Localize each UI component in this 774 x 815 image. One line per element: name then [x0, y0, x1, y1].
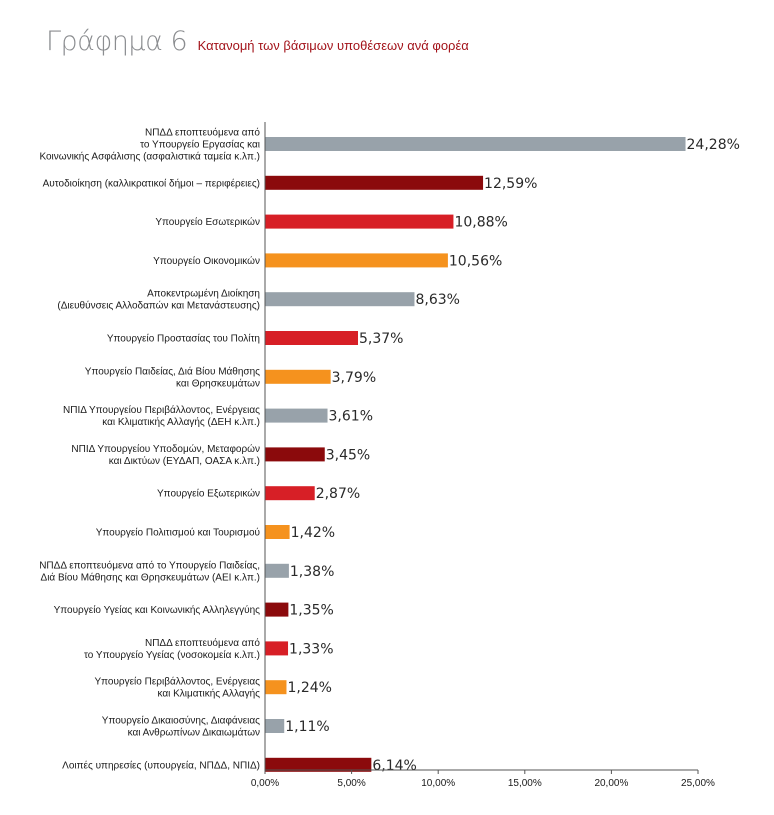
x-tick-label: 25,00%	[681, 778, 715, 789]
bar	[265, 447, 325, 462]
bar	[265, 641, 289, 656]
bar	[265, 408, 328, 423]
category-label-line: Λοιπές υπηρεσίες (υπουργεία, ΝΠΔΔ, ΝΠΙΔ)	[62, 759, 260, 771]
bar	[265, 486, 315, 501]
x-tick-label: 0,00%	[251, 778, 279, 789]
chart-subtitle: Κατανομή των βάσιμων υποθέσεων ανά φορέα	[197, 38, 469, 53]
category-label-line: Υπουργείο Πολιτισμού και Τουρισμού	[96, 527, 260, 539]
value-label: 1,11%	[285, 719, 329, 735]
category-label: Υπουργείο Δικαιοσύνης, Διαφάνειας και Ανθ…	[102, 715, 260, 739]
x-tick-label: 10,00%	[421, 778, 455, 789]
value-label: 3,79%	[332, 370, 376, 386]
x-tick-label: 5,00%	[337, 778, 365, 789]
bar	[265, 369, 331, 384]
value-label: 5,37%	[359, 331, 403, 347]
value-label: 1,42%	[291, 525, 335, 541]
value-label: 1,33%	[289, 641, 333, 657]
category-label: ΝΠΔΔ εποπτευόμενα από το Υπουργείο Υγείας…	[84, 637, 260, 661]
bar	[265, 214, 454, 229]
chart-title: Γράφημα 6 Κατανομή των βάσιμων υποθέσεων…	[46, 26, 469, 57]
category-label-line: και Κλιματικής Αλλαγής (ΔΕΗ κ.λπ.)	[102, 416, 260, 428]
category-label-line: Υπουργείο Υγείας και Κοινωνικής Αλληλεγγ…	[54, 604, 261, 616]
bar	[265, 137, 686, 151]
category-label-line: Υπουργείο Εσωτερικών	[155, 216, 260, 228]
category-label: Λοιπές υπηρεσίες (υπουργεία, ΝΠΔΔ, ΝΠΙΔ)	[62, 759, 260, 771]
category-label-line: και Ανθρωπίνων Δικαιωμάτων	[128, 727, 260, 739]
category-label: Υπουργείο Εσωτερικών	[155, 216, 260, 228]
x-tick-label: 20,00%	[594, 778, 628, 789]
bar	[265, 292, 415, 307]
category-label-line: ΝΠΔΔ εποπτευόμενα από	[145, 637, 260, 649]
category-label-line: ΝΠΙΔ Υπουργείου Περιβάλλοντος, Ενέργειας	[63, 404, 260, 416]
category-label-line: και Θρησκευμάτων	[176, 377, 260, 389]
category-label: ΝΠΔΔ εποπτευόμενα από το Υπουργείο Εργασί…	[39, 127, 260, 163]
category-label-line: ΝΠΙΔ Υπουργείου Υποδομών, Μεταφορών	[71, 443, 260, 455]
category-label: Υπουργείο Υγείας και Κοινωνικής Αλληλεγγ…	[54, 604, 261, 616]
category-label: Υπουργείο Πολιτισμού και Τουρισμού	[96, 527, 260, 539]
category-label: ΝΠΔΔ εποπτευόμενα από το Υπουργείο Παιδε…	[39, 559, 260, 583]
bar	[265, 331, 359, 345]
value-label: 8,63%	[415, 292, 459, 308]
bar	[265, 680, 287, 695]
category-label: Αποκεντρωμένη Διοίκηση (Διευθύνσεις Αλλοδ…	[57, 288, 260, 312]
bar	[265, 719, 285, 733]
value-label: 3,45%	[326, 447, 370, 463]
category-label-line: Διά Βίου Μάθησης και Θρησκευμάτων (ΑΕΙ κ…	[41, 571, 260, 583]
value-label: 1,24%	[287, 680, 331, 696]
value-label: 6,14%	[372, 758, 416, 774]
bar	[265, 253, 448, 268]
bar	[265, 175, 484, 190]
category-label-line: ΝΠΔΔ εποπτευόμενα από το Υπουργείο Παιδε…	[39, 559, 260, 571]
category-label-line: και Κλιματικής Αλλαγής	[157, 688, 260, 700]
value-label: 3,61%	[329, 409, 373, 425]
category-label-line: Υπουργείο Δικαιοσύνης, Διαφάνειας	[102, 715, 260, 727]
category-label-line: Υπουργείο Περιβάλλοντος, Ενέργειας	[94, 676, 260, 688]
category-label: ΝΠΙΔ Υπουργείου Περιβάλλοντος, Ενέργειας…	[63, 404, 260, 428]
chart-title-main: Γράφημα 6	[46, 26, 188, 57]
category-label-line: (Διευθύνσεις Αλλοδαπών και Μετανάστευσης…	[57, 300, 260, 312]
category-label: Υπουργείο Παιδείας, Διά Βίου Μάθησης και …	[85, 365, 260, 389]
value-label: 24,28%	[687, 137, 740, 153]
category-label: Υπουργείο Προστασίας του Πολίτη	[107, 333, 260, 345]
bar	[265, 602, 289, 617]
category-label-line: Υπουργείο Παιδείας, Διά Βίου Μάθησης	[85, 365, 260, 377]
category-label-line: και Δικτύων (ΕΥΔΑΠ, ΟΑΣΑ κ.λπ.)	[109, 455, 260, 467]
category-label-line: Υπουργείο Εξωτερικών	[157, 488, 260, 500]
value-label: 2,87%	[316, 486, 360, 502]
x-tick-label: 15,00%	[508, 778, 542, 789]
category-label: Υπουργείο Περιβάλλοντος, Ενέργειας και Κλ…	[94, 676, 260, 700]
category-label-line: το Υπουργείο Υγείας (νοσοκομεία κ.λπ.)	[84, 649, 260, 661]
value-label: 1,35%	[289, 603, 333, 619]
category-label-line: Αυτοδιοίκηση (καλλικρατικοί δήμοι – περι…	[43, 177, 260, 189]
value-label: 1,38%	[290, 564, 334, 580]
category-label-line: Αποκεντρωμένη Διοίκηση	[147, 288, 260, 300]
category-label: Υπουργείο Εξωτερικών	[157, 488, 260, 500]
value-label: 12,59%	[484, 176, 537, 192]
category-label-line: το Υπουργείο Εργασίας και	[140, 139, 260, 151]
value-label: 10,56%	[449, 253, 502, 269]
bar	[265, 563, 289, 578]
bar	[265, 525, 290, 539]
value-label: 10,88%	[454, 215, 507, 231]
category-label-line: ΝΠΔΔ εποπτευόμενα από	[145, 127, 260, 139]
category-label: ΝΠΙΔ Υπουργείου Υποδομών, Μεταφορών και Δ…	[71, 443, 260, 467]
category-label-line: Υπουργείο Προστασίας του Πολίτη	[107, 333, 260, 345]
category-label: Αυτοδιοίκηση (καλλικρατικοί δήμοι – περι…	[43, 177, 260, 189]
category-label-line: Υπουργείο Οικονομικών	[153, 255, 260, 267]
category-label-line: Κοινωνικής Ασφάλισης (ασφαλιστικά ταμεία…	[39, 151, 260, 163]
category-label: Υπουργείο Οικονομικών	[153, 255, 260, 267]
bar	[265, 757, 372, 772]
